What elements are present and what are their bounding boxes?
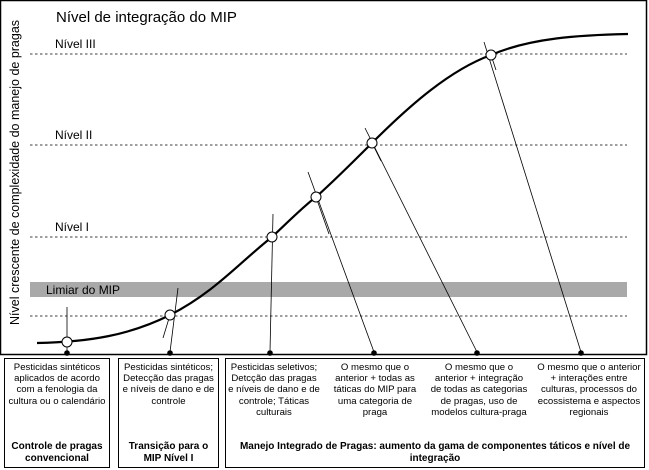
diagram-title: Nível de integração do MIP — [56, 9, 237, 26]
anchor-dot-conventional — [64, 350, 70, 356]
curve-point-level-1b — [310, 191, 322, 203]
anchor-dot-transition — [167, 350, 173, 356]
box-integrated-item-1: Pesticidas seletivos; Detcção das pragas… — [228, 362, 320, 418]
curve-point-level-2 — [366, 137, 378, 149]
box-integrated-category: Manejo Integrado de Pragas: aumento da g… — [239, 441, 631, 464]
box-integrated-item-3: O mesmo que o anterior + integração de t… — [430, 362, 528, 418]
level-label-threshold: Limiar do MIP — [46, 283, 120, 297]
box-conventional-category: Controle de pragas convencional — [11, 441, 103, 464]
curve-point-level-3 — [485, 49, 497, 61]
box-integrated-item-4: O mesmo que o anterior + interações entr… — [537, 362, 641, 418]
curve-point-conventional — [61, 336, 73, 348]
box-conventional-description: Pesticidas sintéticos aplicados de acord… — [8, 362, 106, 407]
box-transition-category: Transição para o MIP Nível I — [128, 441, 209, 464]
anchor-dot-item-2 — [371, 350, 377, 356]
connector-item-3 — [364, 127, 478, 353]
ipm-threshold-band — [30, 282, 627, 297]
level-label-1: Nível I — [55, 220, 89, 234]
anchor-dot-item-3 — [474, 350, 480, 356]
curve-point-transition — [164, 309, 176, 321]
box-integrated: Pesticidas seletivos; Detcção das pragas… — [225, 358, 645, 468]
connector-item-2-ext — [315, 196, 330, 235]
connector-item-4 — [483, 41, 582, 353]
connector-transition-a — [169, 287, 179, 353]
box-transition-description: Pesticidas sintéticos; Detecção das prag… — [122, 362, 215, 407]
anchor-dot-item-1 — [267, 350, 273, 356]
box-transition: Pesticidas sintéticos; Detecção das prag… — [118, 358, 219, 468]
box-conventional: Pesticidas sintéticos aplicados de acord… — [4, 358, 110, 468]
box-integrated-item-2: O mesmo que o anterior + todas as tática… — [333, 362, 417, 418]
anchor-dot-item-4 — [578, 350, 584, 356]
level-label-2: Nível II — [55, 128, 92, 142]
connector-item-2 — [307, 171, 375, 353]
curve-point-level-1 — [266, 231, 278, 243]
y-axis-label: Nível crescente de complexidade do manej… — [8, 20, 22, 325]
level-label-3: Nível III — [55, 37, 96, 51]
